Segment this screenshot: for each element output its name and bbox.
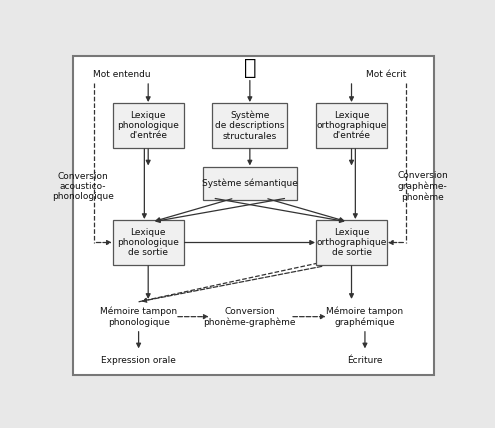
Text: Lexique
orthographique
de sortie: Lexique orthographique de sortie — [316, 228, 387, 257]
Text: Mot écrit: Mot écrit — [366, 70, 406, 79]
FancyBboxPatch shape — [316, 220, 387, 265]
FancyBboxPatch shape — [203, 167, 297, 200]
Text: Lexique
phonologique
de sortie: Lexique phonologique de sortie — [117, 228, 179, 257]
Text: 🍒: 🍒 — [244, 58, 256, 78]
Text: Conversion
acoustico-
phonologique: Conversion acoustico- phonologique — [52, 172, 114, 202]
Text: Lexique
phonologique
d'entrée: Lexique phonologique d'entrée — [117, 110, 179, 140]
Text: Mémoire tampon
graphémique: Mémoire tampon graphémique — [326, 306, 403, 327]
Text: Expression orale: Expression orale — [101, 356, 176, 365]
Text: Lexique
orthographique
d'entrée: Lexique orthographique d'entrée — [316, 110, 387, 140]
Text: Mot entendu: Mot entendu — [93, 70, 150, 79]
FancyBboxPatch shape — [113, 103, 184, 148]
FancyBboxPatch shape — [73, 56, 434, 375]
Text: Conversion
phonème-graphème: Conversion phonème-graphème — [203, 306, 296, 327]
Text: Mémoire tampon
phonologique: Mémoire tampon phonologique — [100, 307, 177, 327]
FancyBboxPatch shape — [113, 220, 184, 265]
Text: Écriture: Écriture — [347, 356, 383, 365]
Text: Conversion
graphème-
phonème: Conversion graphème- phonème — [397, 171, 448, 202]
Text: Système
de descriptions
structurales: Système de descriptions structurales — [215, 110, 285, 141]
Text: Système sémantique: Système sémantique — [202, 178, 298, 188]
FancyBboxPatch shape — [316, 103, 387, 148]
FancyBboxPatch shape — [212, 103, 287, 148]
